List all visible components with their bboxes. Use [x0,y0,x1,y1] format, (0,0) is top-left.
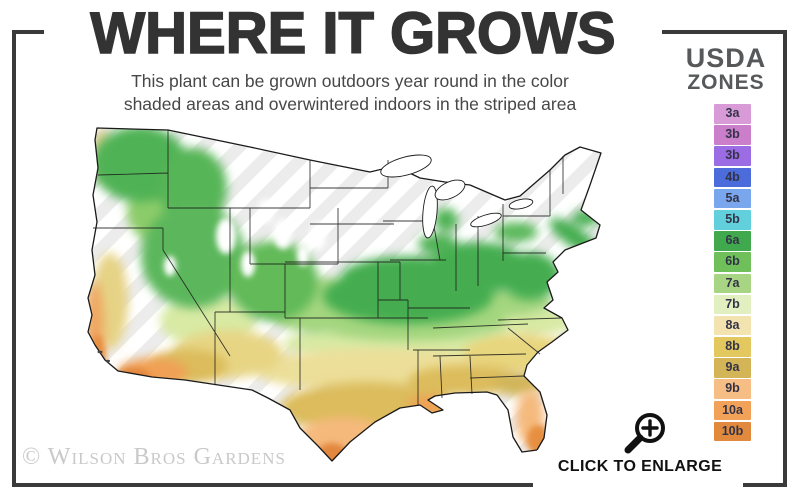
usda-zone-map[interactable] [78,116,682,477]
legend-zone-label: 10a [722,402,743,417]
subtitle: This plant can be grown outdoors year ro… [85,70,615,116]
legend-zone-item: 3a [714,104,751,124]
us-map-svg [87,127,602,462]
legend-zone-label: 5b [725,211,740,226]
legend-zone-item: 10b [714,421,751,442]
subtitle-line-2: shaded areas and overwintered indoors in… [123,94,577,114]
legend-zone-label: 9a [725,360,740,375]
click-to-enlarge-label[interactable]: CLICK TO ENLARGE [557,458,723,475]
legend-zone-label: 9b [725,381,740,396]
magnifier-icon[interactable] [622,410,672,456]
legend-zone-item: 8b [714,337,751,357]
legend-zone-item: 6b [714,252,751,272]
legend-zone-item: 4b [714,167,751,188]
legend-zone-label: 3a [725,106,740,120]
legend-zone-item: 8a [714,315,751,336]
zone-legend: 3a 3b 3b 4b 5a 5b 6a 6b 7a 7b [714,104,751,443]
legend-zone-label: 10b [721,423,744,438]
legend-zone-label: 7a [725,275,740,290]
zones-label: ZONES [687,71,765,94]
legend-zone-label: 8b [725,339,740,354]
legend-zone-label: 8a [725,317,740,332]
legend-zone-label: 5a [725,190,740,205]
watermark: © Wilson Bros Gardens [22,444,286,470]
legend-zone-label: 3b [725,148,740,163]
legend-zone-label: 4b [725,169,740,184]
legend-zone-item: 10a [714,400,751,421]
legend-zone-label: 6b [725,254,740,269]
legend-zone-item: 3b [714,125,751,145]
legend-zone-label: 7b [725,296,740,311]
legend-zone-item: 9b [714,379,751,400]
legend-zone-item: 7a [714,273,751,294]
us-outline [87,127,602,462]
header: WHERE IT GROWS [44,2,662,68]
subtitle-line-1: This plant can be grown outdoors year ro… [131,71,569,91]
legend-zone-item: 5a [714,188,751,209]
legend-zone-label: 3b [725,127,740,142]
legend-zone-item: 7b [714,294,751,315]
usda-zones-heading: USDA ZONES [676,44,776,94]
legend-zone-item: 3b [714,146,751,166]
legend-zone-item: 9a [714,358,751,378]
great-lakes [380,154,534,239]
legend-zone-item: 6a [714,231,751,251]
state-borders [93,130,564,406]
click-to-enlarge[interactable]: CLICK TO ENLARGE [537,450,743,490]
page-title: WHERE IT GROWS [90,1,617,66]
channel-islands [97,350,110,363]
usda-label: USDA [685,43,767,73]
legend-zone-item: 5b [714,209,751,230]
legend-zone-label: 6a [725,233,740,248]
